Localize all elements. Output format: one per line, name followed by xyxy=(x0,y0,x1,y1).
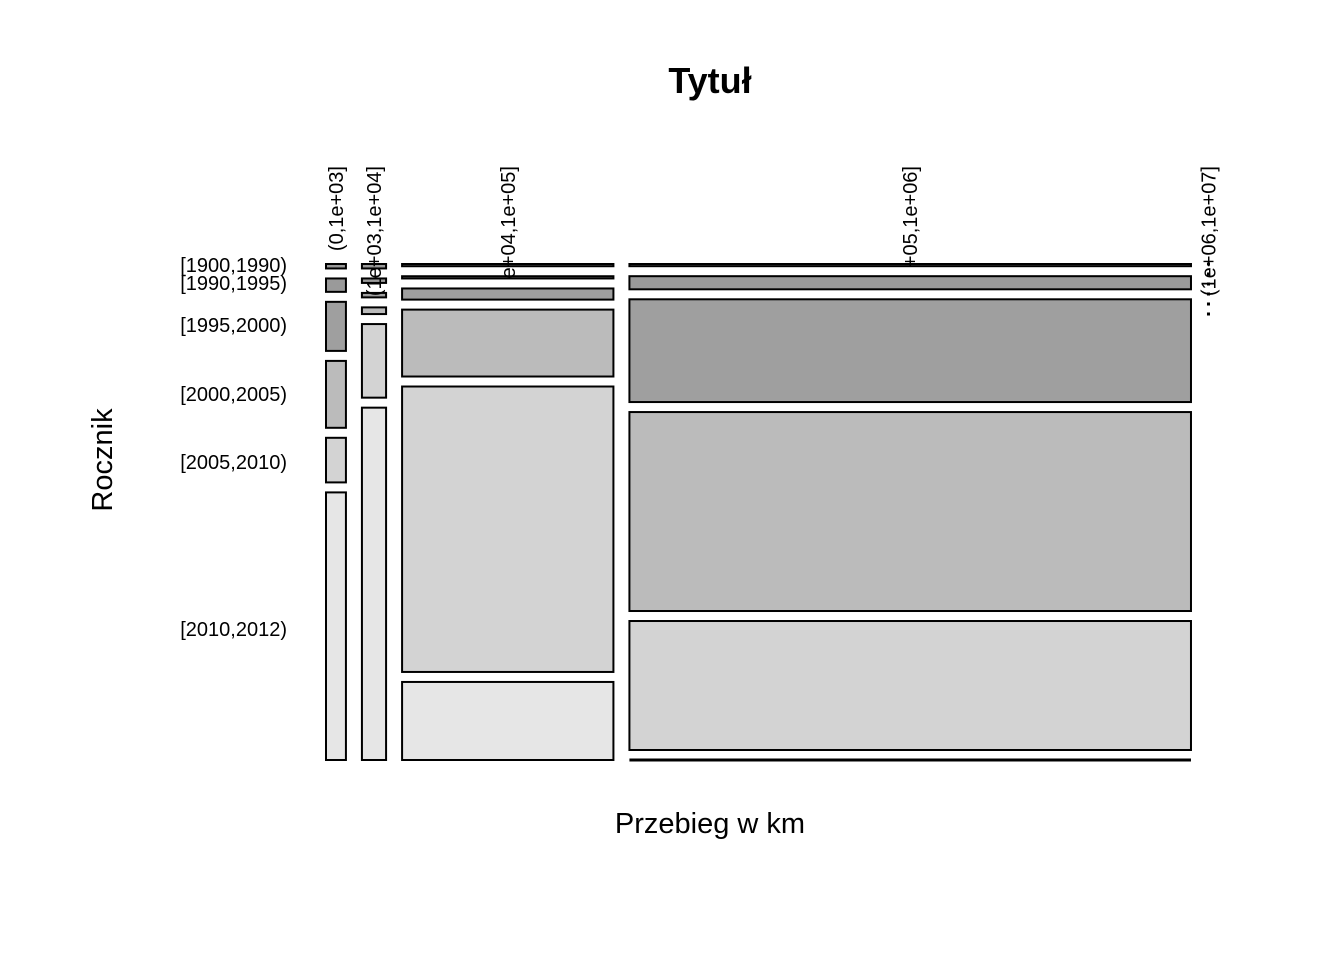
mosaic-tile xyxy=(360,277,388,284)
mosaic-tile xyxy=(401,263,615,268)
x-tick-label: e+04,1e+05] xyxy=(498,166,520,278)
y-tick-label: [1990,1995) xyxy=(180,273,287,295)
y-tick-label: [2005,2010) xyxy=(180,452,287,474)
mosaic-tile xyxy=(325,359,347,429)
y-tick-label: [2010,2012) xyxy=(180,619,287,641)
mosaic-tile xyxy=(401,680,615,762)
mosaic-tile xyxy=(401,275,615,280)
mosaic-tile xyxy=(325,491,347,761)
mosaic-tile xyxy=(401,385,615,673)
chart-title: Tytuł xyxy=(668,60,751,101)
mosaic-tile xyxy=(360,323,388,399)
mosaic-tile xyxy=(401,308,615,378)
x-tick-label: (1e+06,1e+07] xyxy=(1198,166,1220,296)
mosaic-tile xyxy=(628,263,1192,268)
mosaic-tile xyxy=(325,277,347,293)
mosaic-tile xyxy=(360,263,388,270)
mosaic-tile xyxy=(325,263,347,270)
x-tick-label: (0,1e+03] xyxy=(326,166,348,251)
mosaic-tile xyxy=(325,300,347,352)
mosaic-tile xyxy=(325,436,347,484)
y-tick-label: [2000,2005) xyxy=(180,384,287,406)
y-tick-label: [1995,2000) xyxy=(180,315,287,337)
y-tick-label: [1900,1990) xyxy=(180,255,287,277)
mosaic-tile xyxy=(401,287,615,301)
x-tick-labels: (0,1e+03] (1e+03,1e+04] e+04,1e+05] +05,1e+… xyxy=(326,166,1221,296)
x-tick-label: (1e+03,1e+04] xyxy=(364,166,386,296)
mosaic-tiles xyxy=(325,262,1210,762)
mosaic-tile xyxy=(628,298,1192,404)
mosaic-tile xyxy=(360,291,388,299)
y-axis-title: Rocznik xyxy=(87,408,119,512)
mosaic-tile xyxy=(360,306,388,316)
mosaic-tile xyxy=(628,275,1192,291)
mosaic-tile xyxy=(360,406,388,761)
x-tick-label: +05,1e+06] xyxy=(900,166,922,267)
y-tick-labels: [1900,1990)[1990,1995) [1995,2000) [2000,2… xyxy=(180,255,287,641)
mosaic-tile xyxy=(628,620,1192,752)
mosaic-tile xyxy=(628,411,1192,613)
x-axis-title: Przebieg w km xyxy=(615,808,805,840)
